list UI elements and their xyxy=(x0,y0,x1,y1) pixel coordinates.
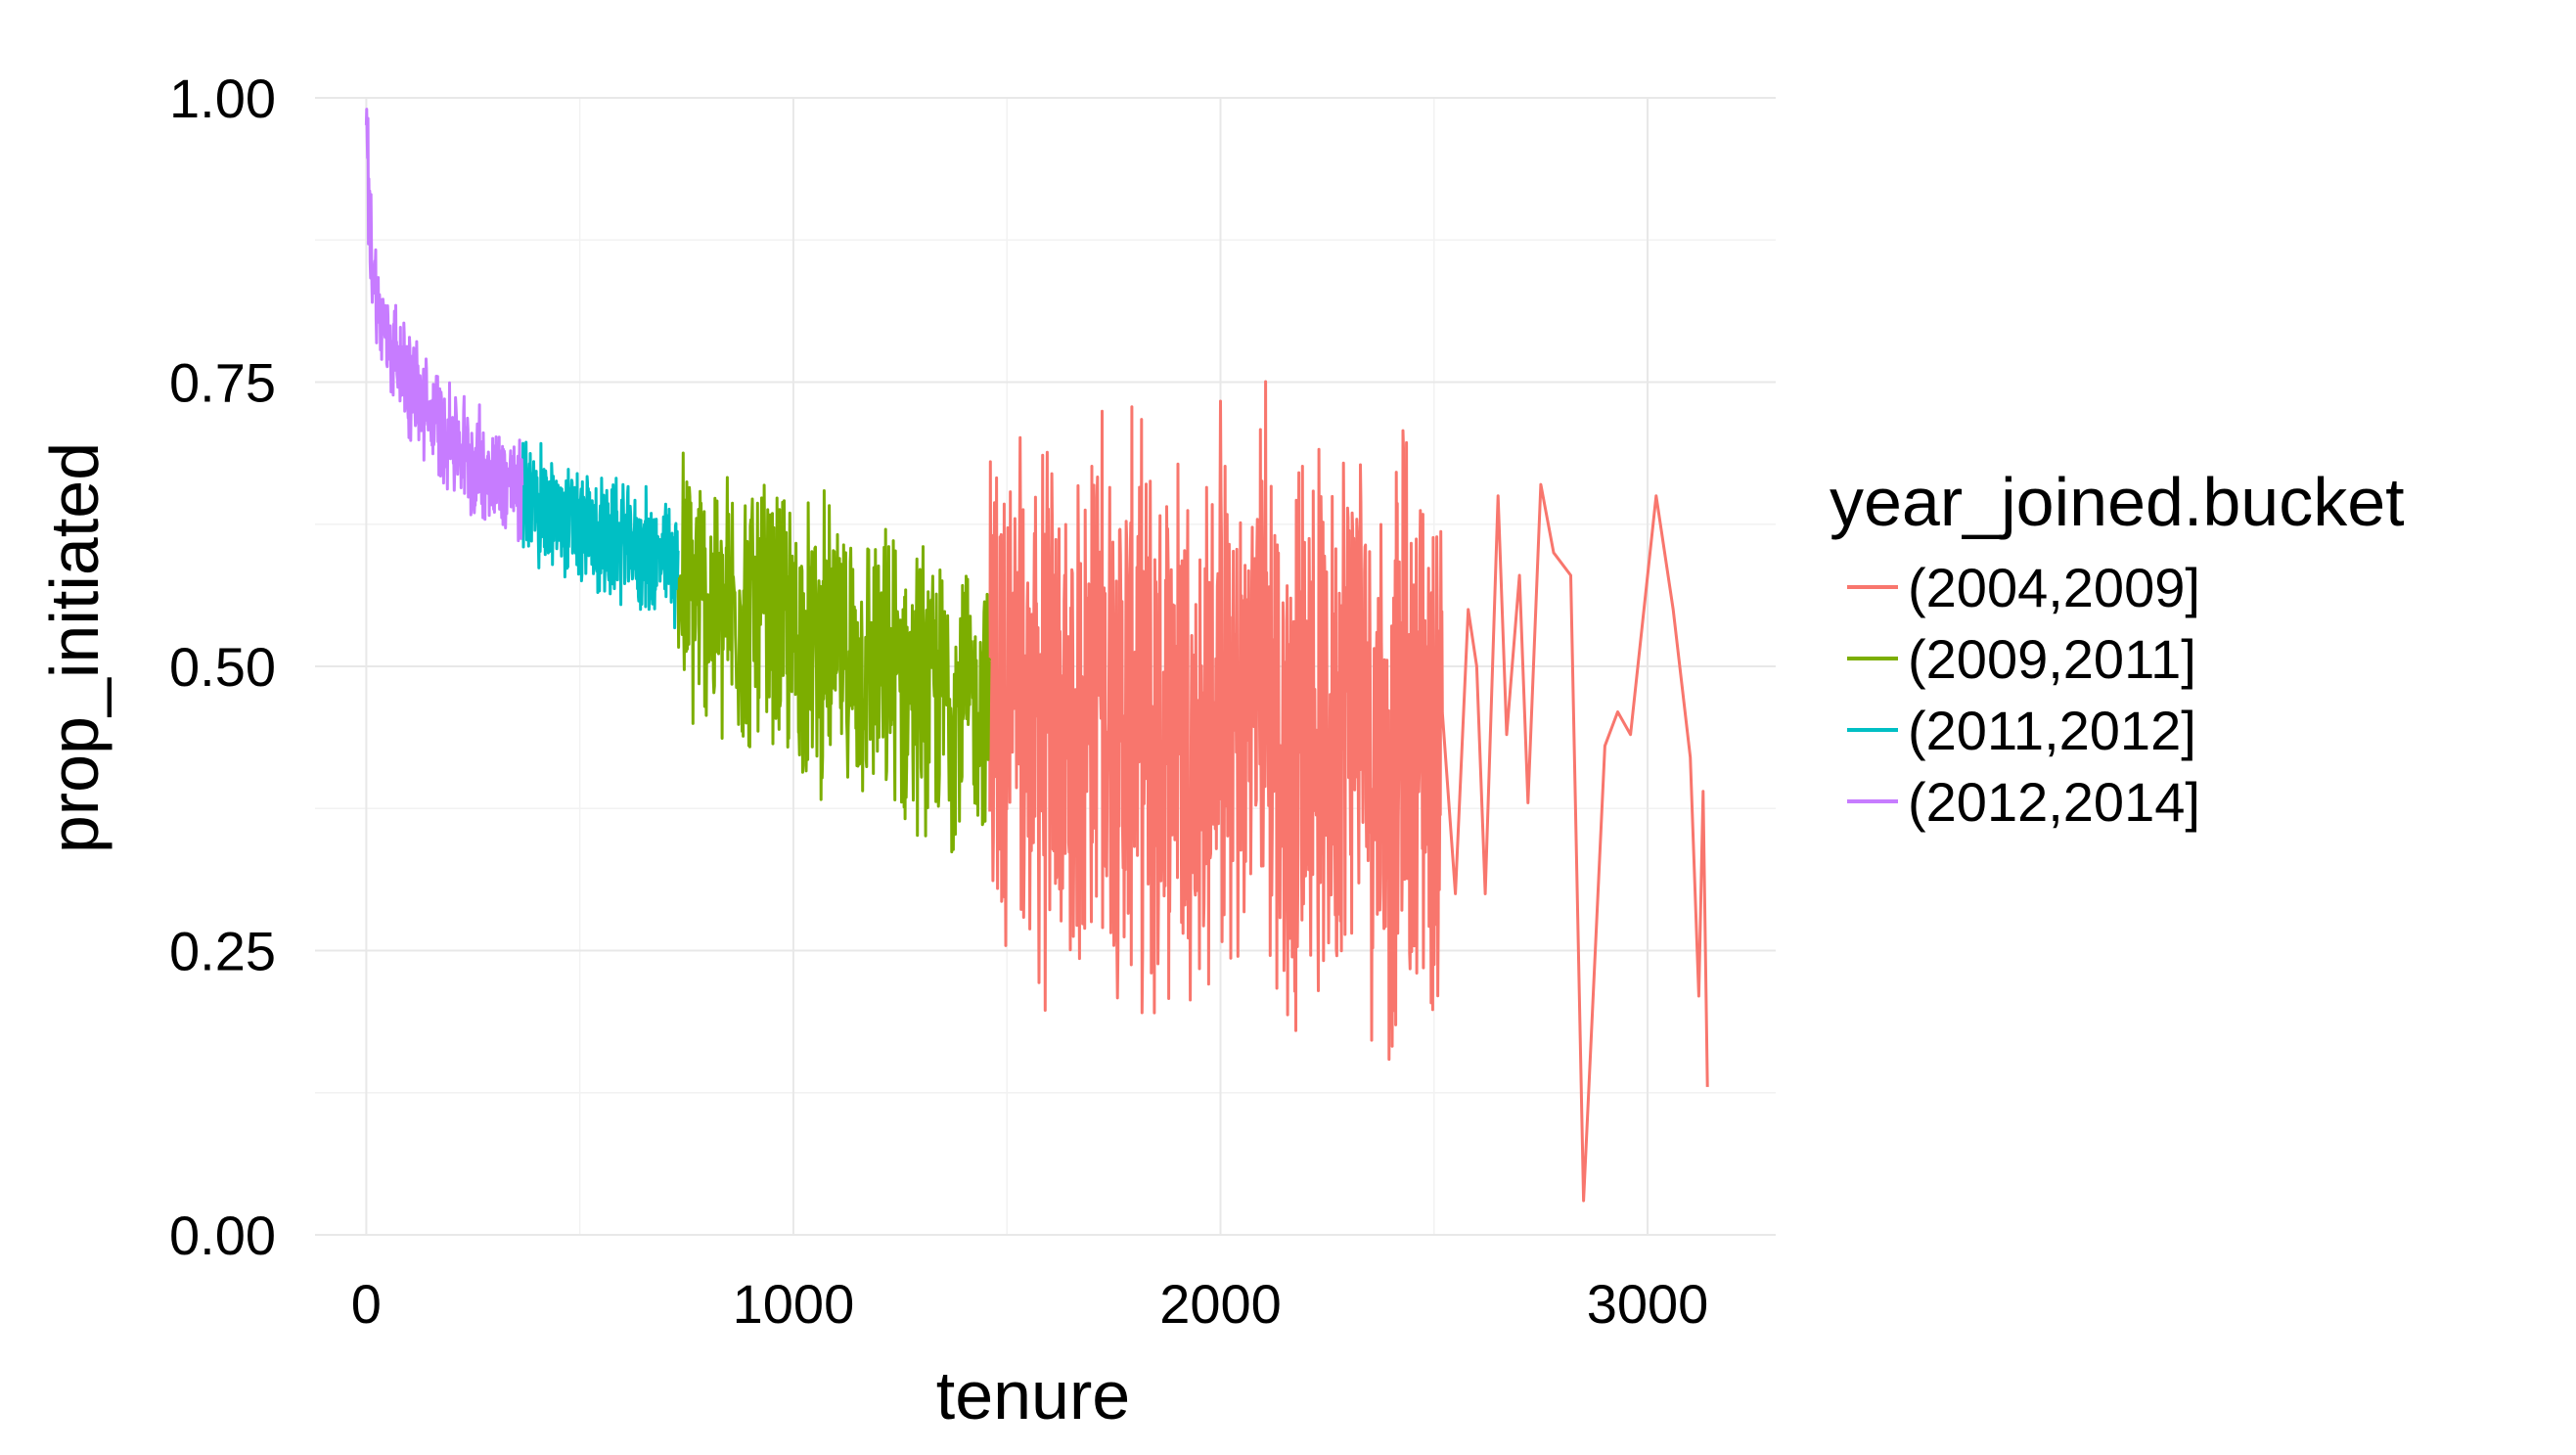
series-layer xyxy=(364,108,1709,1203)
y-tick-label: 0.50 xyxy=(169,636,276,698)
y-tick-labels: 0.00 0.25 0.50 0.75 1.00 xyxy=(169,68,276,1266)
y-tick-label: 0.00 xyxy=(169,1205,276,1266)
legend-item: (2012,2014] xyxy=(1847,771,2200,833)
y-tick-label: 0.75 xyxy=(169,352,276,414)
legend-label: (2011,2012] xyxy=(1908,700,2196,761)
x-tick-label: 2000 xyxy=(1159,1273,1282,1335)
series-line xyxy=(676,451,992,854)
legend-item: (2009,2011] xyxy=(1847,628,2196,690)
legend-items: (2004,2009] (2009,2011] (2011,2012] (2012,2… xyxy=(1847,557,2200,833)
legend: year_joined.bucket (2004,2009] (2009,2011… xyxy=(1830,464,2405,833)
y-tick-label: 0.25 xyxy=(169,921,276,982)
x-tick-labels: 0 1000 2000 3000 xyxy=(351,1273,1709,1335)
x-axis-title: tenure xyxy=(936,1357,1130,1433)
series-line xyxy=(364,108,524,543)
legend-label: (2012,2014] xyxy=(1908,771,2200,833)
x-tick-label: 3000 xyxy=(1587,1273,1709,1335)
series-line xyxy=(988,380,1709,1203)
x-tick-label: 0 xyxy=(351,1273,382,1335)
series-line xyxy=(520,440,680,630)
legend-label: (2004,2009] xyxy=(1908,557,2200,618)
legend-label: (2009,2011] xyxy=(1908,628,2196,690)
x-tick-label: 1000 xyxy=(733,1273,855,1335)
y-axis-title: prop_initiated xyxy=(36,442,113,853)
legend-item: (2004,2009] xyxy=(1847,557,2200,618)
legend-title: year_joined.bucket xyxy=(1830,464,2405,540)
legend-item: (2011,2012] xyxy=(1847,700,2196,761)
y-tick-label: 1.00 xyxy=(169,68,276,129)
